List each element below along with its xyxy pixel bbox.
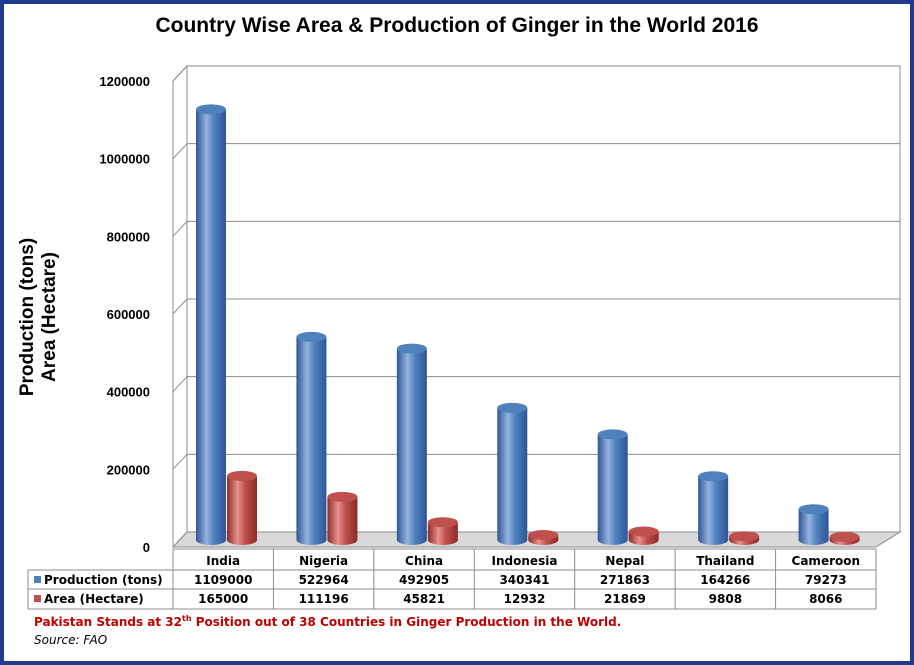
gridline-side xyxy=(172,143,188,160)
bar xyxy=(798,504,829,545)
bar-body xyxy=(396,348,427,545)
bar xyxy=(528,529,559,545)
y-tick-label: 400000 xyxy=(107,385,150,400)
bar-top xyxy=(196,104,226,115)
data-label: 340341 xyxy=(499,573,549,587)
footnote: Pakistan Stands at 32th Position out of … xyxy=(34,614,621,629)
footnote-text-end: Position out of 38 Countries in Ginger P… xyxy=(191,615,622,629)
data-label: 1109000 xyxy=(194,573,252,587)
bar-body xyxy=(196,109,226,546)
data-label: 79273 xyxy=(805,573,847,587)
data-label: 165000 xyxy=(198,592,248,606)
bar xyxy=(698,471,729,545)
bar-body xyxy=(497,407,528,545)
data-label: 12932 xyxy=(504,592,546,606)
category-label: Nigeria xyxy=(299,554,348,568)
bar xyxy=(829,531,860,545)
gridline-side xyxy=(172,65,188,82)
bar-body xyxy=(427,522,458,545)
bar-top xyxy=(497,402,528,413)
bar-top xyxy=(597,429,628,440)
source-note: Source: FAO xyxy=(34,633,108,647)
legend-entry: Production (tons) xyxy=(44,573,163,587)
legend-entry: Area (Hectare) xyxy=(44,592,144,606)
gridline-side xyxy=(172,453,188,470)
gridline-side xyxy=(172,376,188,393)
data-label: 45821 xyxy=(403,592,445,606)
bar-top xyxy=(628,526,659,537)
chart-title: Country Wise Area & Production of Ginger… xyxy=(155,14,758,37)
bar xyxy=(427,517,458,545)
category-label: India xyxy=(206,554,240,568)
category-label: Thailand xyxy=(696,554,754,568)
bar-top xyxy=(798,504,829,515)
data-label: 8066 xyxy=(809,592,842,606)
footnote-text-start: Pakistan Stands at 32 xyxy=(34,615,183,629)
bar-body xyxy=(296,336,327,545)
y-tick-label: 1000000 xyxy=(99,152,150,167)
gridline-side xyxy=(172,220,188,237)
bar xyxy=(227,470,257,545)
y-tick-label: 1200000 xyxy=(99,74,150,89)
y-axis-label-line1: Production (tons) xyxy=(17,238,38,396)
bar xyxy=(497,402,528,545)
y-tick-label: 600000 xyxy=(107,307,150,322)
category-label: Nepal xyxy=(605,554,644,568)
bar xyxy=(729,531,760,545)
bar xyxy=(296,331,327,545)
category-label: Cameroon xyxy=(792,554,861,568)
y-tick-label: 200000 xyxy=(107,462,150,477)
bar-top xyxy=(296,331,327,342)
bar-body xyxy=(227,475,257,545)
bar-top xyxy=(528,529,559,540)
bar xyxy=(196,104,226,546)
bar-top xyxy=(227,470,257,481)
data-label: 522964 xyxy=(299,573,349,587)
bar-body xyxy=(327,496,358,545)
gridline-side xyxy=(172,298,188,315)
data-label: 111196 xyxy=(299,592,349,606)
bar-body xyxy=(798,509,829,545)
y-tick-label: 800000 xyxy=(107,229,150,244)
bar xyxy=(597,429,628,545)
data-label: 164266 xyxy=(700,573,750,587)
category-label: Indonesia xyxy=(492,554,558,568)
footnote-superscript: th xyxy=(182,614,192,623)
y-axis-label-line2: Area (Hectare) xyxy=(39,252,60,382)
bar xyxy=(628,526,659,545)
legend-swatch xyxy=(34,576,41,583)
bar xyxy=(327,491,358,545)
bar xyxy=(396,343,427,545)
bar-top xyxy=(698,471,729,482)
category-label: China xyxy=(405,554,443,568)
data-label: 9808 xyxy=(709,592,742,606)
bar-top xyxy=(396,343,427,354)
legend-swatch xyxy=(34,595,41,602)
bar-top xyxy=(327,491,358,502)
bar-body xyxy=(698,476,729,545)
data-label: 21869 xyxy=(604,592,646,606)
bar-top xyxy=(427,517,458,528)
data-label: 271863 xyxy=(600,573,650,587)
bar-body xyxy=(597,434,628,545)
y-tick-label: 0 xyxy=(143,540,150,555)
bar-top xyxy=(829,531,860,542)
data-label: 492905 xyxy=(399,573,449,587)
bar-top xyxy=(729,531,760,542)
